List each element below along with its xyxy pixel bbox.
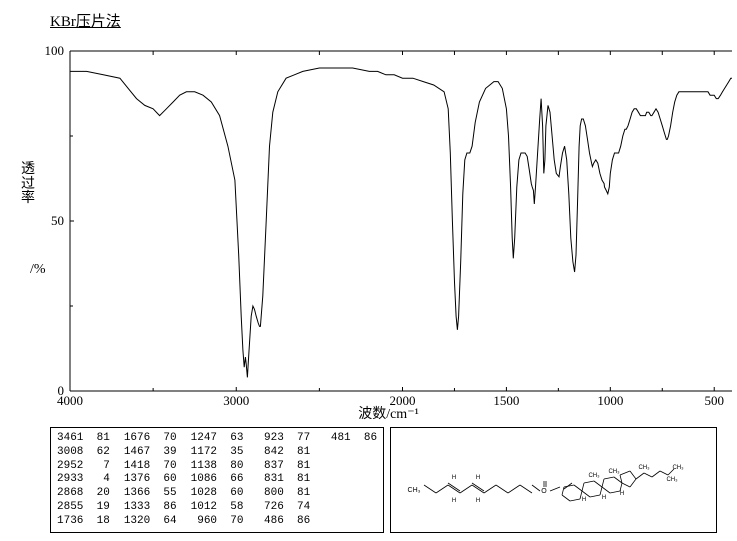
ir-spectrum-plot: 透过率 05010040003000200015001000500 /% (12, 33, 725, 405)
peak-table: 3461 81 3008 62 2952 7 2933 4 2868 20 28… (50, 427, 384, 533)
svg-text:1500: 1500 (493, 393, 519, 405)
svg-text:H: H (475, 498, 479, 504)
svg-text:CH₃: CH₃ (638, 465, 650, 471)
spectrum-svg: 05010040003000200015001000500 (12, 33, 732, 405)
svg-text:H: H (619, 491, 623, 497)
svg-text:O: O (541, 488, 547, 495)
svg-text:H: H (475, 475, 479, 481)
svg-text:H: H (581, 497, 585, 503)
y-axis-label-unit: /% (30, 262, 46, 278)
svg-text:H: H (451, 475, 455, 481)
svg-text:100: 100 (45, 43, 65, 58)
svg-text:H: H (601, 495, 605, 501)
svg-text:CH₃: CH₃ (407, 487, 420, 494)
page-title: KBr压片法 (50, 10, 725, 31)
svg-text:500: 500 (704, 393, 724, 405)
y-axis-label-vertical: 透过率 (20, 163, 36, 207)
svg-text:3000: 3000 (223, 393, 249, 405)
svg-text:CH₃: CH₃ (672, 465, 684, 471)
svg-text:4000: 4000 (57, 393, 83, 405)
svg-text:H: H (451, 498, 455, 504)
svg-text:CH₃: CH₃ (666, 477, 678, 483)
x-axis-label: 波数/cm⁻¹ (52, 403, 725, 423)
svg-text:1000: 1000 (597, 393, 623, 405)
structure-svg: CH₃ H H H H O CH₃ CH₃ H H H CH₃ CH₃ CH₃ (404, 439, 704, 521)
svg-text:50: 50 (51, 213, 64, 228)
svg-text:2000: 2000 (390, 393, 416, 405)
svg-text:CH₃: CH₃ (608, 469, 620, 475)
svg-text:CH₃: CH₃ (588, 473, 600, 479)
molecular-structure: CH₃ H H H H O CH₃ CH₃ H H H CH₃ CH₃ CH₃ (390, 427, 717, 533)
